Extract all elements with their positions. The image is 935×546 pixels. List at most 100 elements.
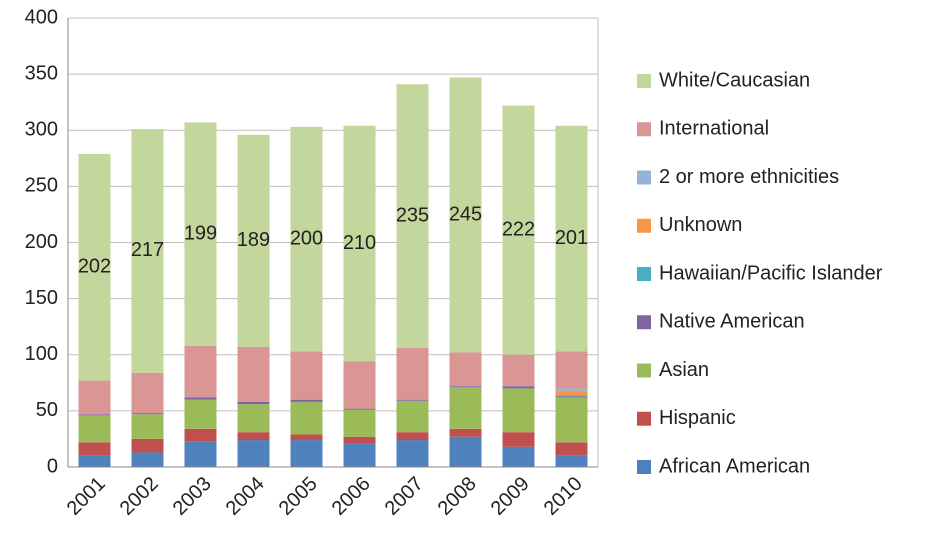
bar-segment [555, 390, 588, 396]
legend-label: Asian [659, 359, 709, 381]
bar-segment [78, 455, 111, 467]
bar-segment [396, 399, 429, 401]
bar-segment [343, 436, 376, 444]
legend-label: Native American [659, 311, 805, 333]
bar-segment [555, 351, 588, 389]
bar-segment [502, 432, 535, 447]
y-tick-label: 0 [47, 455, 58, 477]
bar-segment [78, 380, 111, 415]
legend-label: 2 or more ethnicities [659, 166, 839, 188]
bar-segment [237, 404, 270, 433]
bar-segment [131, 452, 164, 467]
bar-segment [449, 77, 482, 353]
bar-segment [290, 440, 323, 467]
bar-segment [502, 446, 535, 467]
bar-segment [343, 443, 376, 467]
legend-label: White/Caucasian [659, 69, 810, 91]
bar-segment [184, 397, 217, 400]
bar-segment [502, 354, 535, 387]
bar-segment [343, 408, 376, 410]
bar-segment [131, 129, 164, 373]
y-tick-label: 150 [25, 287, 58, 309]
y-tick-label: 250 [25, 175, 58, 197]
x-tick-label: 2003 [169, 473, 216, 520]
bar-segment [131, 372, 164, 414]
x-tick-label: 2006 [328, 473, 375, 520]
legend-label: Unknown [659, 214, 742, 236]
data-label: 189 [237, 229, 270, 251]
bar-segment [184, 441, 217, 467]
bar-segment [449, 386, 482, 388]
bar-segment [555, 388, 588, 391]
bar-segment [237, 432, 270, 441]
bar-segment [502, 386, 535, 389]
bar-segment [502, 388, 535, 433]
x-tick-label: 2004 [222, 473, 269, 520]
data-label: 200 [290, 227, 323, 249]
data-label: 199 [184, 222, 217, 244]
legend-swatch [637, 218, 651, 233]
bar-segment [237, 134, 270, 347]
data-label: 235 [396, 204, 429, 226]
bar-segment [396, 84, 429, 349]
bar-segment [290, 399, 323, 402]
bar-segment [184, 345, 217, 398]
bar-segment [449, 352, 482, 387]
bar-segment [502, 105, 535, 355]
bar-segment [555, 395, 588, 397]
bar-segment [449, 428, 482, 437]
legend-label: African American [659, 455, 810, 477]
legend-swatch [637, 411, 651, 426]
bar-segment [555, 396, 588, 398]
bar-segment [290, 401, 323, 435]
bar-segment [78, 414, 111, 416]
bar-segment [184, 122, 217, 346]
legend-label: Hispanic [659, 407, 736, 429]
legend-swatch [637, 363, 651, 378]
legend-swatch [637, 460, 651, 474]
bar-segment [131, 413, 164, 415]
legend-label: Hawaiian/Pacific Islander [659, 262, 883, 284]
bar-segment [396, 348, 429, 400]
legend-swatch [637, 267, 651, 281]
bar-segment [78, 415, 111, 443]
bar-segment [555, 397, 588, 443]
y-tick-label: 200 [25, 231, 58, 253]
bar-segment [396, 400, 429, 433]
y-tick-label: 300 [25, 119, 58, 141]
x-tick-label: 2001 [63, 473, 110, 520]
bar-segment [290, 434, 323, 441]
x-tick-label: 2002 [116, 473, 163, 520]
bar-segment [78, 442, 111, 456]
legend-swatch [637, 74, 651, 88]
y-tick-label: 50 [36, 399, 58, 421]
bar-segment [184, 428, 217, 442]
x-tick-label: 2005 [275, 473, 322, 520]
bar-segment [396, 432, 429, 441]
bar-segment [237, 346, 270, 402]
bar-segment [343, 409, 376, 437]
bar-segment [290, 126, 323, 352]
bar-segment [237, 401, 270, 405]
bar-segment [184, 399, 217, 429]
bar-segment [131, 414, 164, 439]
legend-swatch [637, 170, 651, 185]
x-tick-label: 2007 [381, 473, 428, 520]
legend-swatch [637, 122, 651, 137]
data-label: 210 [343, 232, 376, 254]
bar-segment [396, 440, 429, 467]
x-tick-label: 2010 [540, 473, 587, 520]
legend-label: International [659, 118, 769, 140]
bar-segment [449, 387, 482, 429]
bar-segment [449, 436, 482, 467]
data-label: 201 [555, 227, 588, 249]
data-label: 245 [449, 203, 482, 225]
bar-segment [78, 153, 111, 381]
bar-segment [343, 125, 376, 362]
data-label: 217 [131, 239, 164, 261]
bar-segment [290, 351, 323, 400]
bar-segment [131, 438, 164, 453]
bar-segment [555, 455, 588, 467]
x-tick-label: 2009 [487, 473, 534, 520]
